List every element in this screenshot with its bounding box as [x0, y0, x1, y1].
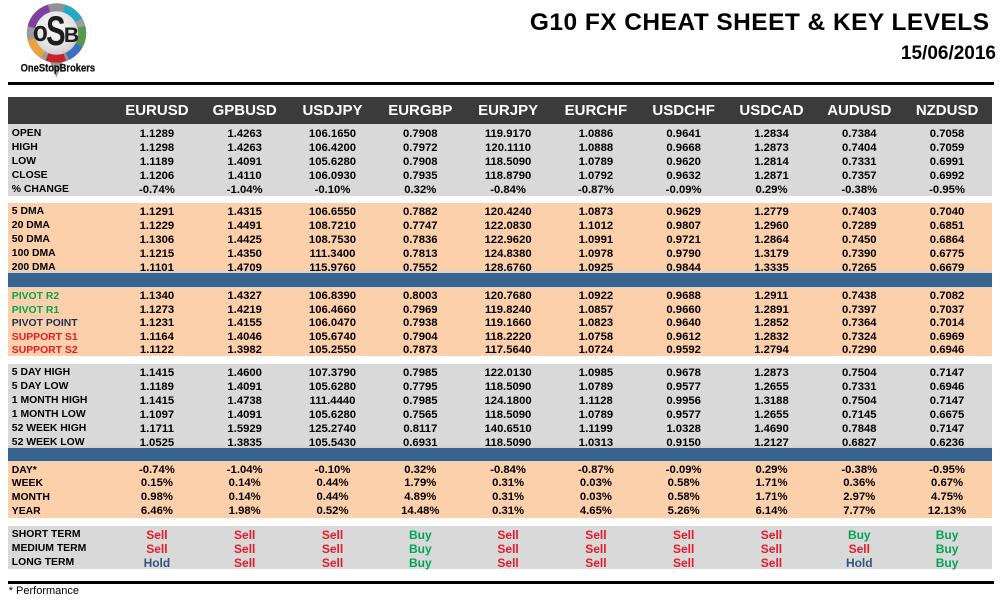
svg-text:S: S [46, 7, 66, 54]
svg-text:o: o [33, 16, 48, 48]
svg-text:OneStopBrokers: OneStopBrokers [21, 63, 96, 75]
svg-text:B: B [64, 24, 79, 47]
